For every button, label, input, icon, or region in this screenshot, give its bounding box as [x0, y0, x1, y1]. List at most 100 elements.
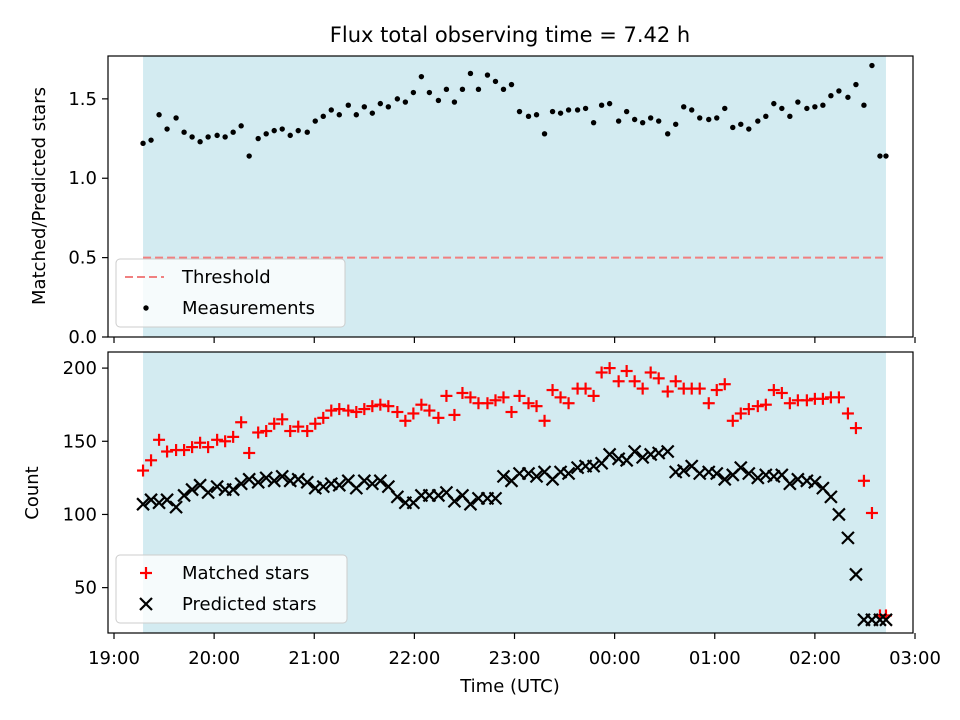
ratio-y-axis-label: Matched/Predicted stars	[29, 87, 50, 305]
matched-star-point	[513, 389, 526, 402]
measurement-point	[689, 107, 695, 113]
measurement-point	[746, 126, 752, 132]
predicted-star-point	[709, 466, 724, 481]
measurement-point	[279, 126, 285, 132]
matched-star-point	[211, 433, 224, 446]
predicted-star-point	[373, 474, 388, 488]
measurement-point	[598, 102, 605, 108]
predicted-star-point	[627, 444, 642, 459]
matched-stars-points	[137, 362, 892, 622]
measurement-point	[549, 108, 556, 115]
measurement-point	[582, 105, 589, 112]
measurement-point	[508, 81, 515, 88]
predicted-star-point	[242, 472, 256, 487]
matched-star-point	[612, 375, 625, 388]
measurement-point	[263, 131, 269, 137]
count-panel: 50 100 150 200 19:00 20:00 21:00 22:00 23:00 00:…	[22, 351, 941, 697]
measurement-point	[714, 115, 720, 121]
measurement-point	[812, 104, 818, 110]
measurement-point	[140, 140, 146, 147]
matched-star-point	[153, 433, 166, 446]
predicted-star-point	[251, 475, 265, 490]
count-legend-box	[115, 554, 348, 624]
matched-star-point	[489, 394, 502, 407]
predicted-star-point	[275, 469, 289, 484]
matched-star-point	[440, 389, 453, 402]
matched-star-point	[800, 394, 813, 407]
measurement-point	[295, 127, 301, 134]
count-y-ticks: 50 100 150 200	[63, 358, 108, 599]
measurement-point	[763, 113, 769, 120]
measurement-point	[492, 78, 499, 85]
predicted-star-point	[210, 479, 224, 494]
measurement-point	[484, 72, 491, 78]
matched-star-point	[399, 414, 412, 427]
matched-star-point	[718, 378, 731, 391]
measurement-point	[639, 119, 646, 126]
measurement-point	[565, 107, 572, 113]
threshold-legend-label: Threshold	[181, 267, 271, 288]
measurement-point	[369, 110, 376, 116]
matched-star-point	[841, 407, 854, 420]
measurement-point	[828, 92, 834, 99]
count-y-tick-label: 150	[63, 431, 97, 452]
predicted-star-point	[259, 471, 273, 485]
measurement-point	[804, 105, 810, 112]
matched-star-point	[178, 444, 191, 457]
predicted-star-point	[234, 476, 248, 491]
measurement-point	[222, 134, 228, 140]
predicted-legend-label: Predicted stars	[182, 594, 316, 615]
measurement-point	[779, 105, 785, 112]
measurement-point	[189, 134, 195, 140]
matched-star-point	[652, 372, 665, 385]
matched-star-point	[161, 445, 174, 458]
measurement-point	[426, 89, 433, 96]
measurement-point	[410, 89, 417, 96]
matched-star-point	[309, 417, 322, 430]
matched-star-point	[669, 375, 682, 388]
matched-star-point	[137, 464, 150, 477]
matched-star-point	[382, 400, 395, 413]
matched-legend-label: Matched stars	[182, 563, 309, 584]
matched-star-point	[538, 414, 551, 427]
measurement-point	[500, 86, 507, 93]
measurement-point	[287, 132, 293, 139]
measurement-point	[156, 112, 162, 118]
measurement-points	[140, 62, 889, 159]
measurement-point	[681, 104, 687, 110]
predicted-star-point	[431, 488, 446, 503]
predicted-star-point	[873, 613, 887, 627]
count-plot-frame	[107, 351, 914, 634]
count-x-ticks: 19:00 20:00 21:00 22:00 23:00 00:00 01:00 02:00…	[88, 633, 941, 669]
predicted-star-point	[529, 469, 544, 484]
matched-star-point	[423, 404, 436, 417]
predicted-star-point	[300, 475, 315, 490]
measurements-legend-swatch	[143, 305, 149, 311]
count-y-axis-label: Count	[22, 466, 43, 519]
measurement-point	[516, 108, 523, 115]
matched-star-point	[595, 366, 608, 379]
predicted-star-point	[463, 497, 478, 511]
measurement-point	[730, 124, 736, 131]
ratio-y-tick-label: 0.5	[68, 248, 97, 269]
matched-star-point	[546, 384, 559, 397]
measurement-point	[795, 99, 801, 105]
count-y-tick-label: 100	[63, 504, 97, 525]
matched-star-point	[235, 416, 248, 429]
predicted-star-point	[488, 491, 503, 506]
predicted-star-point	[267, 474, 281, 488]
measurement-point	[394, 96, 401, 102]
predicted-star-point	[602, 447, 617, 462]
predicted-star-point	[332, 478, 347, 492]
x-tick-label: 22:00	[388, 648, 440, 669]
measurement-point	[435, 97, 442, 104]
matched-star-point	[350, 406, 363, 419]
measurement-point	[738, 121, 744, 127]
measurement-point	[697, 115, 703, 121]
matched-star-point	[268, 417, 281, 430]
predicted-star-point	[660, 444, 675, 459]
measurement-point	[451, 99, 458, 105]
ratio-panel: Flux total observing time = 7.42 h 0.00.…	[29, 23, 916, 348]
matched-star-point	[415, 398, 428, 411]
measurement-point	[418, 73, 425, 80]
